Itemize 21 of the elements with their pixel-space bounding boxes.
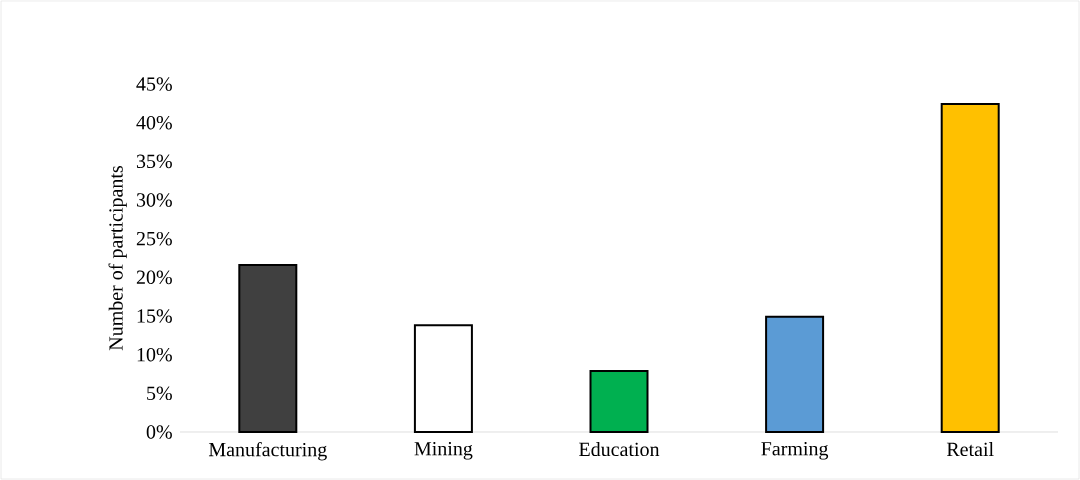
x-tick-label: Farming [761,442,829,460]
x-tick-label: Mining [414,442,473,460]
y-tick-label: 20% [136,270,172,285]
x-tick-label: Education [579,442,660,457]
bar [940,103,1000,433]
y-tick-label: 5% [147,386,172,401]
y-tick-label: 30% [136,193,172,207]
y-tick-label: 35% [136,154,172,169]
x-tick-label: Retail [946,442,994,457]
y-tick-label: 40% [136,115,172,130]
y-tick-label: 45% [136,77,172,91]
y-tick-label: 25% [136,231,172,246]
x-tick-label: Manufacturing [208,442,327,461]
bar [413,324,473,433]
y-axis-title: Number of participants [108,165,127,351]
bar [589,369,649,433]
y-tick-label: 10% [137,347,172,362]
y-tick-label: 15% [137,309,172,323]
bar [238,263,298,433]
bar [765,315,825,433]
y-tick-label: 0% [146,425,172,439]
